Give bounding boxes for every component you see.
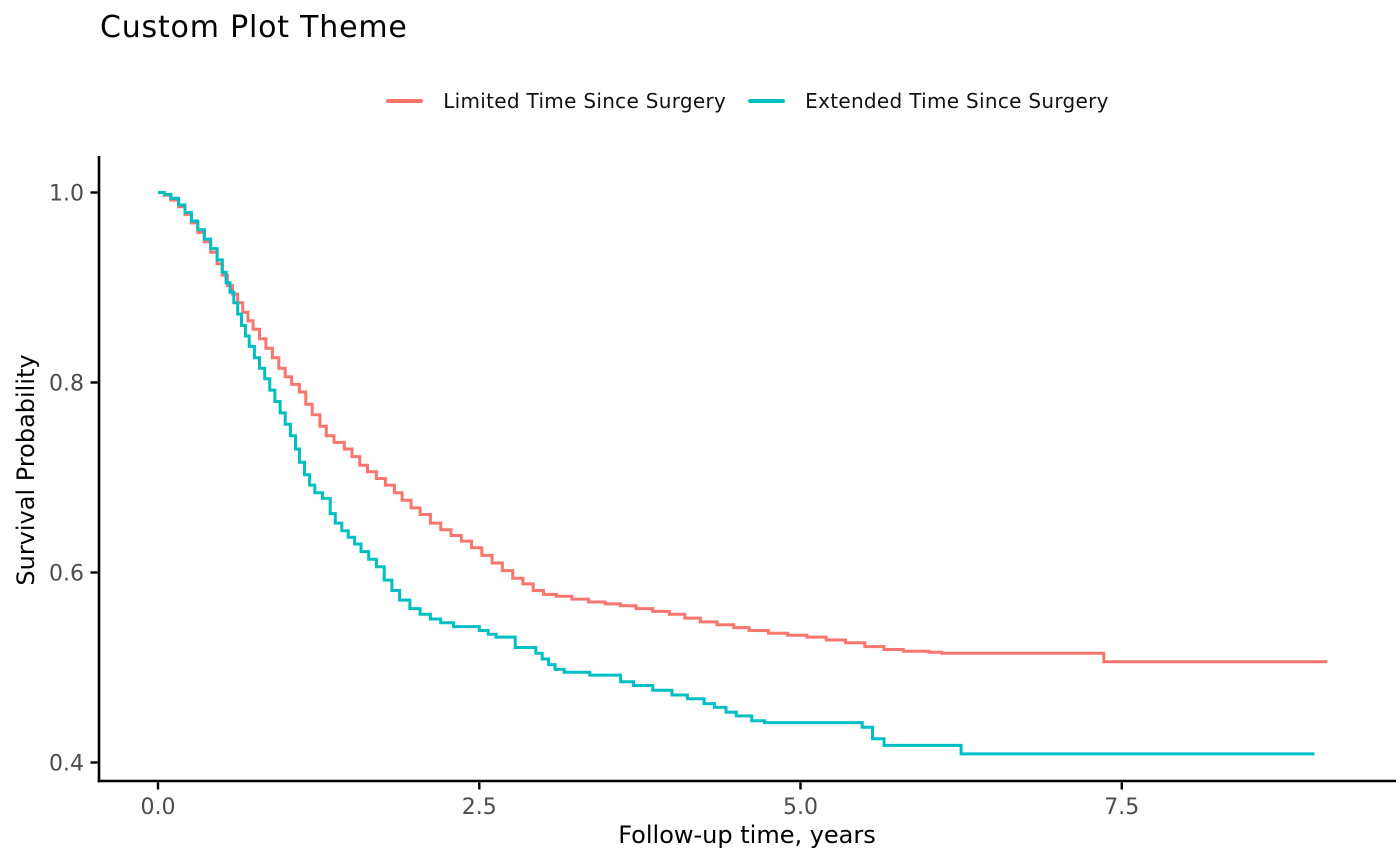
y-tick-label: 1.0 bbox=[49, 182, 84, 207]
x-tick-label: 5.0 bbox=[783, 795, 818, 820]
legend-item-limited: Limited Time Since Surgery bbox=[386, 89, 726, 113]
x-tick-label: 0.0 bbox=[141, 795, 176, 820]
legend-line-swatch-limited bbox=[386, 99, 424, 103]
y-axis-title: Survival Probability bbox=[12, 354, 40, 585]
legend: Limited Time Since Surgery Extended Time… bbox=[99, 86, 1396, 116]
series-line-extended bbox=[158, 191, 1315, 756]
y-tick-label: 0.8 bbox=[49, 372, 84, 397]
legend-line-swatch-extended bbox=[748, 99, 786, 103]
legend-label-limited: Limited Time Since Surgery bbox=[443, 89, 727, 113]
legend-label-extended: Extended Time Since Surgery bbox=[805, 89, 1109, 113]
x-tick-label: 7.5 bbox=[1104, 795, 1139, 820]
series-line-limited bbox=[158, 191, 1328, 664]
y-tick-label: 0.4 bbox=[49, 752, 84, 777]
plot-title: Custom Plot Theme bbox=[100, 10, 408, 45]
x-axis-title: Follow-up time, years bbox=[618, 821, 876, 849]
y-tick-label: 0.6 bbox=[49, 562, 84, 587]
x-tick-label: 2.5 bbox=[462, 795, 497, 820]
legend-item-extended: Extended Time Since Surgery bbox=[748, 89, 1109, 113]
